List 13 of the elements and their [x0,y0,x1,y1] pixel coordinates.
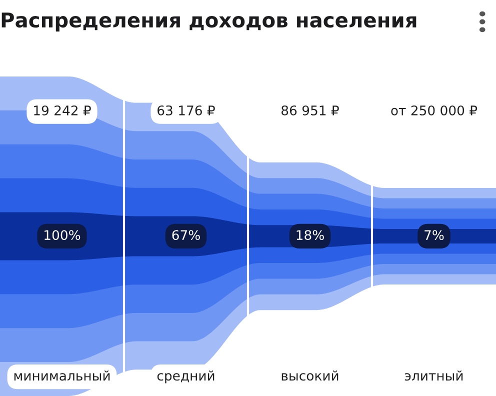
category-label: минимальный [14,370,110,381]
category-label: высокий [282,370,338,381]
data-label: 67% [172,230,200,240]
data-label: 100% [44,230,80,240]
category-label: средний [157,370,214,384]
data-label: 18% [296,230,324,240]
category-label: элитный [404,370,463,381]
text: 63 176 ₽ [158,105,215,116]
text: 86 951 ₽ [282,105,339,116]
text: 19 242 ₽ [34,105,91,116]
text: Распределения доходов населения [2,12,416,32]
data-label: 7% [424,230,444,240]
text: от 250 000 ₽ [391,105,478,116]
